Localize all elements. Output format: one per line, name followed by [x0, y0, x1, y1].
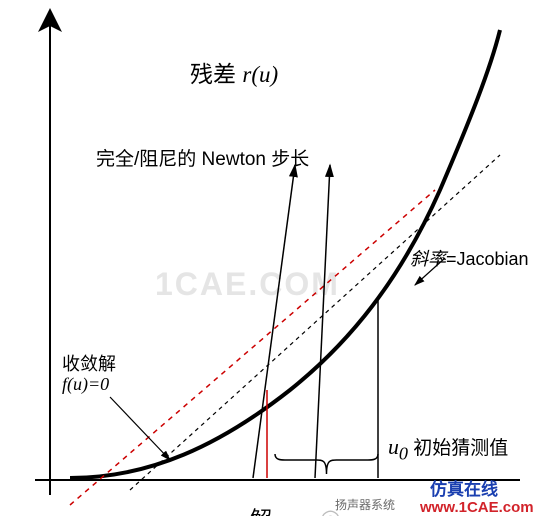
newton-step-arrow: [253, 165, 295, 478]
title-prefix: 残差: [190, 61, 242, 87]
converged-eq: f(u)=0: [62, 374, 109, 394]
slope-jacobian-label: 斜率=Jacobian: [410, 250, 529, 270]
title-math: r(u): [242, 62, 278, 87]
step-brace: [275, 454, 378, 474]
footer-url: www.1CAE.com: [420, 500, 534, 516]
footer-symbol: ◎: [320, 506, 341, 516]
watermark-text: 1CAE.COM: [155, 266, 340, 302]
initial-guess-label: u0 初始猜测值: [388, 435, 508, 463]
tangent-line-red: [70, 190, 435, 505]
converged-solution-label: 收敛解 f(u)=0: [62, 355, 116, 395]
footer-brand: 仿真在线: [430, 481, 498, 500]
diagram-canvas: 1CAE.COM 残差 r(u) 完全/阻尼的 Newton 步长 斜率=Jac…: [0, 0, 554, 516]
newton-step-label: 完全/阻尼的 Newton 步长: [96, 150, 309, 171]
newton-step-arrow: [315, 165, 330, 478]
converged-pointer: [110, 397, 170, 460]
residual-title: 残差 r(u): [190, 62, 278, 87]
slope-prefix: 斜率: [410, 249, 446, 269]
footer-gray-text: 扬声器系统: [335, 499, 395, 512]
x-axis-label: 解 u: [250, 508, 289, 516]
